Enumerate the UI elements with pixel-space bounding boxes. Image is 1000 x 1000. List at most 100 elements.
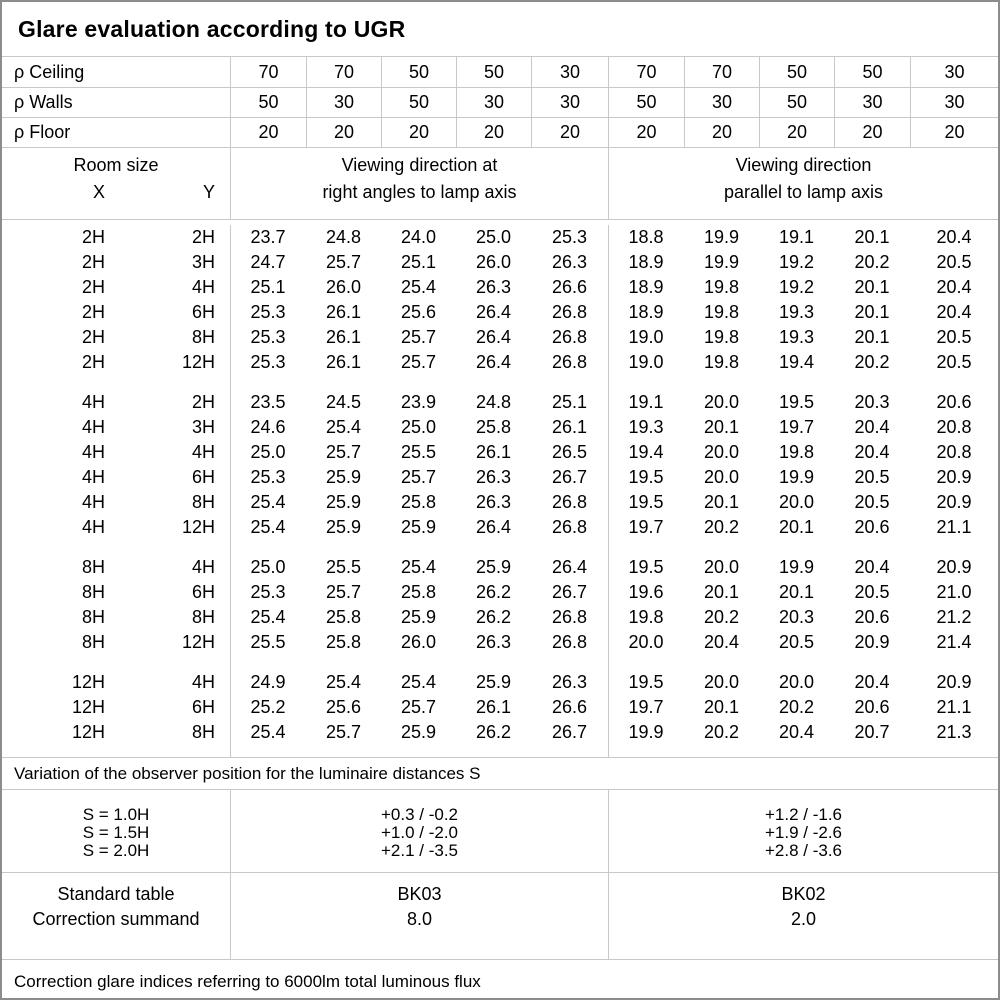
correction-summand-right-angle: 8.0 (406, 909, 433, 929)
ugr-value-parallel: 20.4 (854, 417, 890, 437)
ugr-value-parallel: 20.4 (936, 227, 972, 247)
ugr-value-right-angle: 25.7 (325, 582, 362, 602)
room-y: 6H (191, 302, 215, 322)
reflectance-value: 30 (531, 57, 608, 87)
ugr-value-right-angle: 25.5 (400, 442, 437, 462)
ugr-value-parallel: 19.9 (778, 557, 815, 577)
ugr-value-right-angle: 25.3 (250, 327, 286, 347)
ugr-value-parallel: 20.2 (703, 607, 740, 627)
ugr-value-parallel: 20.0 (778, 672, 815, 692)
room-x: 2H (81, 252, 105, 272)
ugr-value-parallel: 19.8 (628, 607, 664, 627)
right-angle-header-line2: right angles to lamp axis (322, 182, 517, 202)
ugr-value-parallel: 20.4 (854, 557, 890, 577)
reflectance-label-floor: ρ Floor (14, 122, 71, 142)
ugr-value-right-angle: 25.3 (250, 352, 286, 372)
ugr-value-parallel: 19.5 (778, 392, 815, 412)
ugr-value-parallel: 18.9 (628, 252, 664, 272)
ugr-row: 4H 8H 25.4 25.9 25.8 26.3 26.8 19.5 20.1 20.0 20.5… (2, 490, 998, 515)
ugr-value-parallel: 20.4 (854, 442, 890, 462)
ugr-value-parallel: 20.4 (778, 722, 815, 742)
room-x: 4H (81, 492, 105, 512)
ugr-value-right-angle: 25.9 (325, 467, 362, 487)
ugr-value-parallel: 19.4 (628, 442, 664, 462)
ugr-block: 2H 2H 23.7 24.8 24.0 25.0 25.3 18.8 19.9 19.1 20.1… (2, 225, 998, 375)
ugr-value-parallel: 20.1 (854, 327, 890, 347)
ugr-value-parallel: 19.3 (628, 417, 664, 437)
reflectance-value: 20 (910, 118, 998, 147)
ugr-value-parallel: 19.5 (628, 672, 664, 692)
ugr-value-parallel: 18.8 (628, 227, 664, 247)
table-header: Room size X Y Viewing direction at right… (2, 148, 998, 220)
standard-table-label: Standard table (57, 884, 175, 904)
reflectance-value: 30 (910, 57, 998, 87)
ugr-value-parallel: 20.1 (854, 277, 890, 297)
reflectance-value: 50 (381, 88, 456, 117)
ugr-value-right-angle: 25.4 (400, 277, 437, 297)
ugr-value-parallel: 19.0 (628, 327, 664, 347)
ugr-value-right-angle: 24.8 (325, 227, 362, 247)
ugr-value-parallel: 20.1 (854, 227, 890, 247)
ugr-value-parallel: 19.5 (628, 492, 664, 512)
reflectance-value: 20 (230, 118, 306, 147)
room-x: 12H (71, 672, 105, 692)
ugr-value-right-angle: 24.8 (475, 392, 512, 412)
ugr-value-right-angle: 26.0 (325, 277, 362, 297)
ugr-value-right-angle: 26.4 (475, 327, 512, 347)
ugr-value-parallel: 20.5 (778, 632, 815, 652)
ugr-value-right-angle: 26.8 (551, 632, 588, 652)
right-angle-header-line1: Viewing direction at (341, 155, 498, 175)
ugr-value-parallel: 20.2 (703, 517, 740, 537)
ugr-value-right-angle: 24.9 (250, 672, 286, 692)
room-y: 4H (191, 442, 215, 462)
room-x: 8H (81, 557, 105, 577)
ugr-value-right-angle: 26.1 (475, 697, 512, 717)
standard-table-parallel: BK02 (781, 884, 826, 904)
room-x: 2H (81, 302, 105, 322)
s-label-3: S = 2.0H (82, 841, 150, 860)
ugr-value-right-angle: 25.7 (400, 467, 437, 487)
room-y: 6H (191, 697, 215, 717)
ugr-value-parallel: 20.0 (778, 492, 815, 512)
room-x: 12H (71, 722, 105, 742)
ugr-value-right-angle: 26.3 (475, 492, 512, 512)
parallel-group-header: Viewing direction parallel to lamp axis (608, 148, 998, 219)
ugr-value-parallel: 20.8 (936, 442, 972, 462)
ugr-value-parallel: 20.3 (778, 607, 815, 627)
ugr-value-right-angle: 25.9 (400, 607, 437, 627)
reflectance-value: 20 (306, 118, 381, 147)
ugr-value-right-angle: 23.7 (250, 227, 286, 247)
ugr-value-right-angle: 25.3 (250, 582, 286, 602)
ugr-row: 4H 6H 25.3 25.9 25.7 26.3 26.7 19.5 20.0 19.9 20.5… (2, 465, 998, 490)
ugr-value-right-angle: 23.9 (400, 392, 437, 412)
ugr-value-parallel: 20.2 (854, 352, 890, 372)
ugr-value-parallel: 20.0 (703, 672, 740, 692)
reflectance-value: 20 (759, 118, 834, 147)
ugr-block: 8H 4H 25.0 25.5 25.4 25.9 26.4 19.5 20.0 19.9 20.4… (2, 555, 998, 655)
ugr-value-right-angle: 25.9 (325, 517, 362, 537)
ugr-data-section: 2H 2H 23.7 24.8 24.0 25.0 25.3 18.8 19.9 19.1 20.1… (2, 225, 998, 758)
ugr-value-right-angle: 25.4 (325, 417, 362, 437)
ugr-value-parallel: 19.2 (778, 277, 815, 297)
summary-section: Standard table Correction summand BK03 8… (2, 873, 998, 960)
ugr-value-right-angle: 26.1 (325, 352, 362, 372)
ugr-value-parallel: 19.7 (628, 517, 664, 537)
ugr-value-right-angle: 25.9 (400, 517, 437, 537)
ugr-value-parallel: 20.4 (703, 632, 740, 652)
ugr-value-right-angle: 26.4 (475, 517, 512, 537)
ugr-row: 8H 8H 25.4 25.8 25.9 26.2 26.8 19.8 20.2 20.3 20.6… (2, 605, 998, 630)
ugr-value-parallel: 19.4 (778, 352, 815, 372)
ugr-value-parallel: 20.1 (778, 582, 815, 602)
ugr-value-parallel: 19.7 (778, 417, 815, 437)
ugr-value-right-angle: 26.1 (325, 327, 362, 347)
reflectance-row-walls: ρ Walls 50 30 50 30 30 50 30 50 30 30 (2, 88, 998, 118)
ugr-block: 12H 4H 24.9 25.4 25.4 25.9 26.3 19.5 20.0 20.0 20.… (2, 670, 998, 745)
ugr-value-parallel: 21.4 (936, 632, 972, 652)
ugr-value-parallel: 20.1 (703, 492, 740, 512)
room-y: 6H (191, 467, 215, 487)
ugr-value-right-angle: 26.2 (475, 722, 512, 742)
reflectance-value: 70 (306, 57, 381, 87)
ugr-value-right-angle: 25.8 (325, 607, 362, 627)
ugr-value-right-angle: 25.9 (400, 722, 437, 742)
reflectance-row-floor: ρ Floor 20 20 20 20 20 20 20 20 20 20 (2, 118, 998, 148)
